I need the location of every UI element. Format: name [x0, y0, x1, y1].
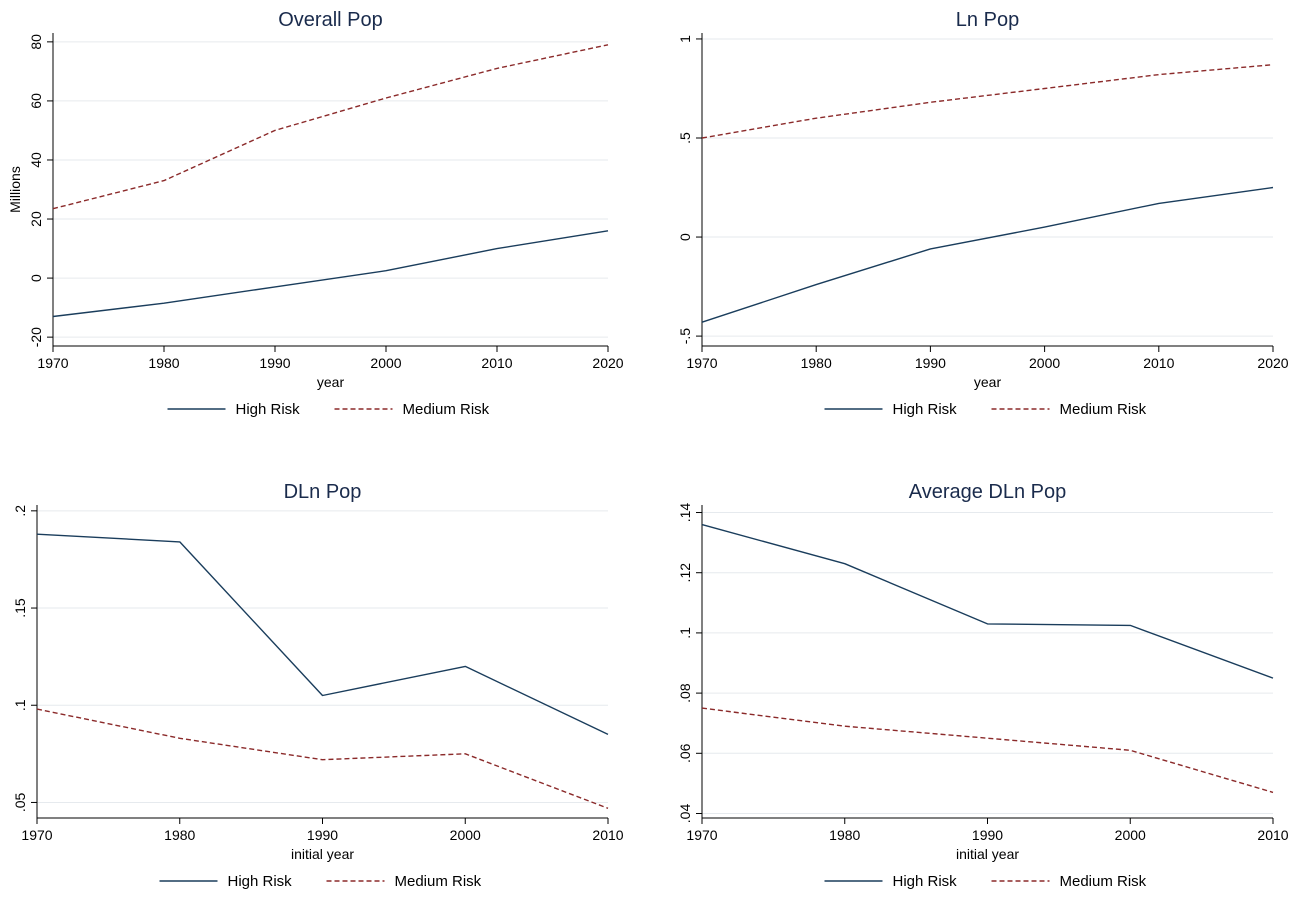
- panel-overall-pop: -20 0 20 40 60 80 1970 1980 1990 2000 2010 2020 Over…: [7, 9, 624, 418]
- series-line-medium-risk: [52, 44, 609, 210]
- x-tick-label: 1980: [164, 827, 195, 843]
- x-tick-label: 1990: [915, 355, 946, 371]
- legend-medium-risk-label: Medium Risk: [395, 873, 482, 890]
- series-line-high-risk: [701, 186, 1274, 323]
- y-tick-label: 0: [677, 233, 693, 241]
- panel-average-dln-pop: .04 .06 .08 .1 .12 .14 1970 1980 1990 2000 2010 Ave…: [677, 481, 1289, 890]
- series-line-high-risk: [52, 230, 609, 318]
- series-line-medium-risk: [701, 64, 1274, 139]
- legend-medium-risk-label: Medium Risk: [1060, 401, 1147, 418]
- legend: High Risk Medium Risk: [167, 401, 490, 418]
- x-tick-label: 2020: [1257, 355, 1288, 371]
- panel-ln-pop: -.5 0 .5 1 1970 1980 1990 2000 2010 2020 Ln Pop yea…: [677, 9, 1289, 418]
- chart-title: DLn Pop: [284, 481, 362, 503]
- chart-title: Average DLn Pop: [909, 481, 1067, 503]
- series-line-medium-risk: [701, 707, 1274, 794]
- legend-medium-risk-label: Medium Risk: [403, 401, 490, 418]
- x-tick-label: 1970: [686, 355, 717, 371]
- x-tick-label: 1970: [37, 355, 68, 371]
- series-line-high-risk: [701, 523, 1274, 679]
- y-tick-label: .08: [677, 683, 693, 703]
- x-tick-label: 1970: [21, 827, 52, 843]
- x-tick-label: 2010: [592, 827, 623, 843]
- legend: High Risk Medium Risk: [159, 873, 482, 890]
- x-tick-label: 1980: [829, 827, 860, 843]
- legend-high-risk-label: High Risk: [236, 401, 301, 418]
- panel-dln-pop: .05 .1 .15 .2 1970 1980 1990 2000 2010 DLn Pop ini…: [12, 481, 624, 890]
- y-tick-label: .15: [12, 598, 28, 618]
- x-tick-label: 2000: [1115, 827, 1146, 843]
- y-tick-label: -.5: [677, 328, 693, 345]
- x-tick-label: 1990: [972, 827, 1003, 843]
- y-tick-label: 60: [28, 93, 44, 109]
- chart-title: Overall Pop: [278, 9, 383, 31]
- series-line-medium-risk: [36, 708, 609, 809]
- y-tick-label: .06: [677, 743, 693, 763]
- y-tick-label: .2: [12, 505, 28, 517]
- x-tick-label: 1990: [259, 355, 290, 371]
- x-tick-label: 2000: [370, 355, 401, 371]
- x-tick-label: 1980: [801, 355, 832, 371]
- legend: High Risk Medium Risk: [824, 401, 1147, 418]
- x-tick-label: 2000: [1029, 355, 1060, 371]
- chart-title: Ln Pop: [956, 9, 1019, 31]
- y-tick-label: 80: [28, 34, 44, 50]
- y-tick-label: 1: [677, 35, 693, 43]
- x-axis-label: year: [974, 374, 1002, 390]
- y-tick-label: .05: [12, 793, 28, 813]
- x-axis-label: initial year: [956, 846, 1019, 862]
- series-line-high-risk: [36, 533, 609, 736]
- legend-high-risk-label: High Risk: [228, 873, 293, 890]
- legend: High Risk Medium Risk: [824, 873, 1147, 890]
- x-tick-label: 2020: [592, 355, 623, 371]
- y-tick-label: 40: [28, 152, 44, 168]
- x-axis-label: initial year: [291, 846, 354, 862]
- x-tick-label: 2010: [1143, 355, 1174, 371]
- x-tick-label: 2010: [481, 355, 512, 371]
- y-tick-label: .1: [677, 627, 693, 639]
- y-tick-label: 0: [28, 274, 44, 282]
- x-axis-label: year: [317, 374, 345, 390]
- x-tick-label: 1980: [148, 355, 179, 371]
- y-tick-label: .14: [677, 503, 693, 523]
- legend-high-risk-label: High Risk: [893, 401, 958, 418]
- x-tick-label: 1970: [686, 827, 717, 843]
- x-tick-label: 2010: [1257, 827, 1288, 843]
- y-axis-label: Millions: [7, 166, 23, 213]
- x-tick-label: 2000: [450, 827, 481, 843]
- y-tick-label: -20: [28, 327, 44, 347]
- y-tick-label: .5: [677, 132, 693, 144]
- y-tick-label: .04: [677, 804, 693, 824]
- y-tick-label: .1: [12, 699, 28, 711]
- x-tick-label: 1990: [307, 827, 338, 843]
- y-tick-label: 20: [28, 211, 44, 227]
- legend-medium-risk-label: Medium Risk: [1060, 873, 1147, 890]
- y-tick-label: .12: [677, 563, 693, 583]
- legend-high-risk-label: High Risk: [893, 873, 958, 890]
